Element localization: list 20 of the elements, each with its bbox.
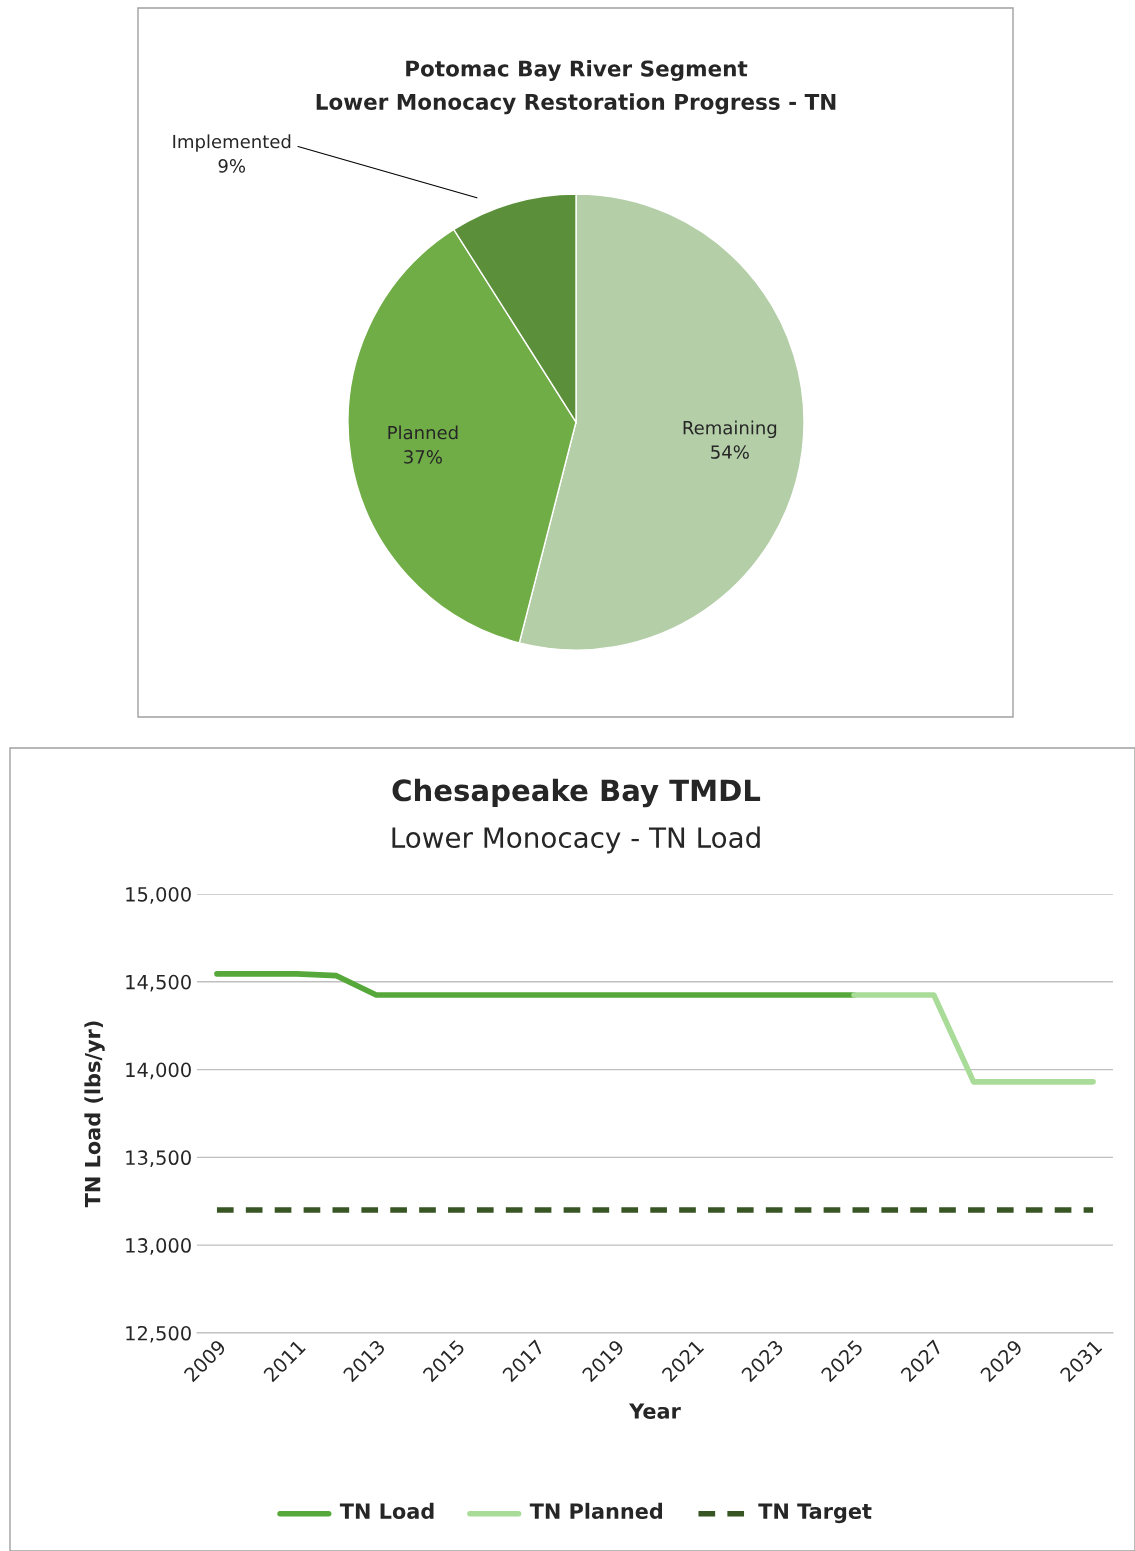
y-tick-label: 14,500 xyxy=(126,974,191,992)
chart-title: Potomac Bay River Segment Lower Monocacy Restoration Progress - TN xyxy=(316,60,836,115)
legend-label: TN Target xyxy=(758,1503,872,1524)
chart-subtitle: Lower Monocacy - TN Load xyxy=(392,826,760,854)
y-axis-title: TN Load (lbs/yr) xyxy=(84,1021,105,1208)
slice-label: Implemented xyxy=(173,134,291,152)
slice-label: Remaining xyxy=(683,420,777,439)
legend-label: TN Planned xyxy=(529,1502,663,1519)
y-tick-label: 12,500 xyxy=(126,1325,191,1343)
slice-label: Planned xyxy=(388,425,458,440)
y-tick-label: 14,000 xyxy=(126,1062,191,1080)
legend-label: TN Load xyxy=(339,1502,434,1519)
chart-title: Chesapeake Bay TMDL xyxy=(392,778,761,808)
y-tick-label: 13,000 xyxy=(126,1238,191,1255)
y-tick-label: 15,000 xyxy=(126,886,191,904)
x-axis-title: Year xyxy=(628,1403,681,1419)
data-label: 54% xyxy=(711,445,749,459)
data-label: 9% xyxy=(218,159,246,173)
y-tick-label: 13,500 xyxy=(126,1150,191,1167)
data-label: 37% xyxy=(404,450,442,464)
